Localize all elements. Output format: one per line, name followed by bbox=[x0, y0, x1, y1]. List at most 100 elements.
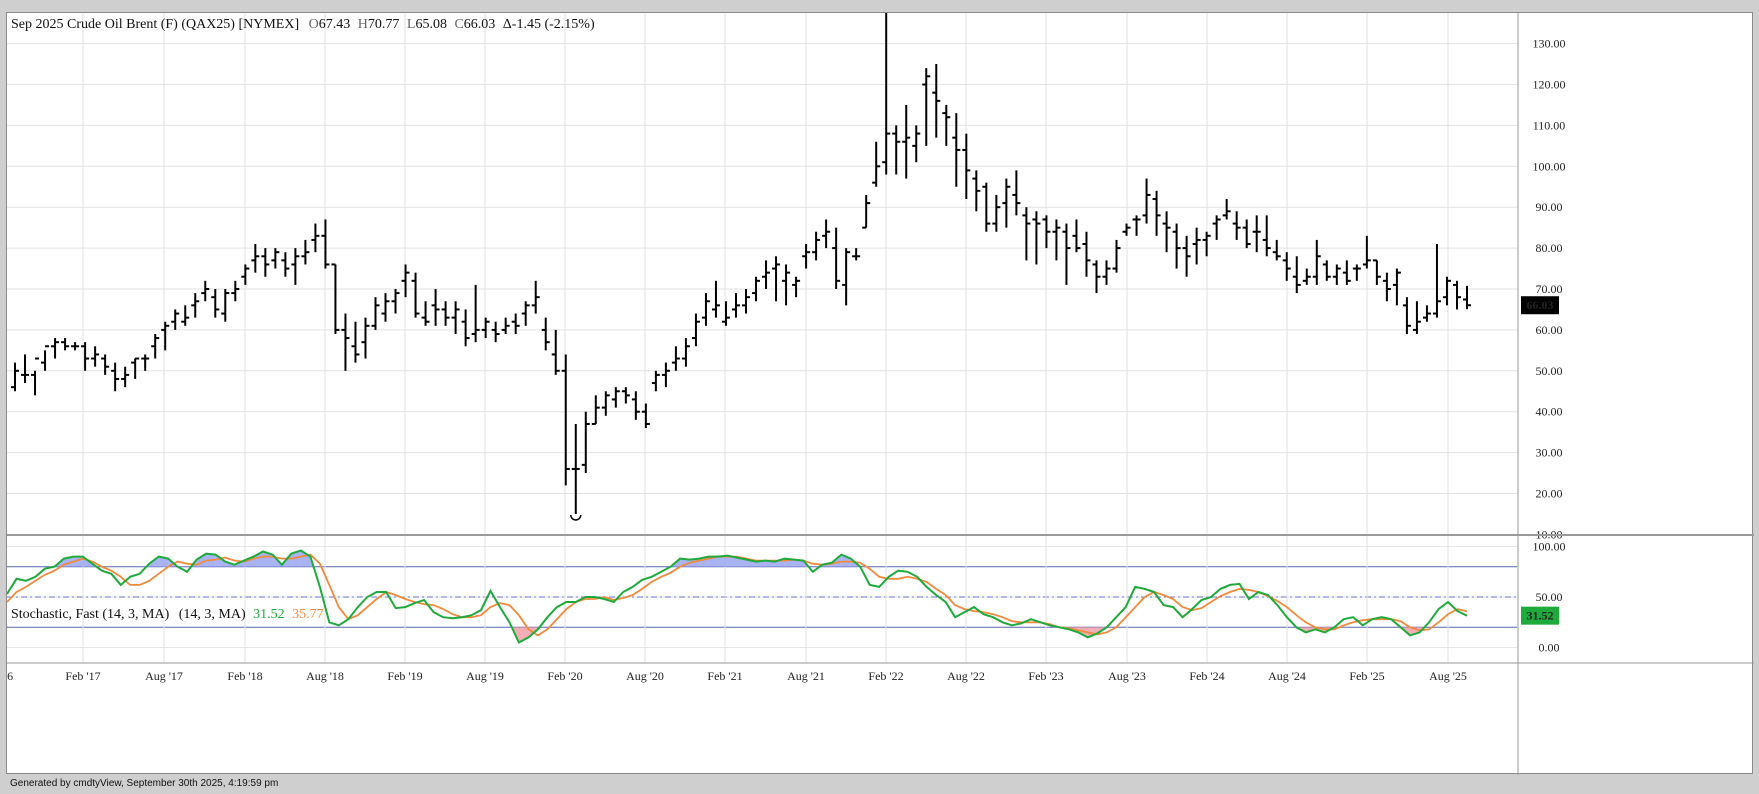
price-tick-label: 40.00 bbox=[1536, 405, 1563, 419]
ohlc-bar bbox=[121, 366, 130, 388]
time-axis: '16 Feb '17 Aug '17 Feb '18 Aug '18 Feb '19 Au… bbox=[7, 669, 1467, 683]
ohlc-bar bbox=[1212, 215, 1221, 240]
ohlc-bar bbox=[1182, 235, 1191, 277]
time-tick-label: Aug '23 bbox=[1108, 669, 1146, 683]
ohlc-bar bbox=[21, 354, 30, 384]
ohlc-bar bbox=[591, 395, 600, 425]
ohlc-bar bbox=[421, 301, 430, 326]
ohlc-bar bbox=[561, 354, 570, 486]
ohlc-bar bbox=[531, 280, 540, 314]
ohlc-bar bbox=[431, 289, 440, 326]
ohlc-bar bbox=[551, 329, 560, 375]
price-axis: 140.00130.00120.00110.00100.0090.0080.00… bbox=[1533, 37, 1566, 542]
ohlc-bar bbox=[1312, 239, 1321, 285]
ohlc-bar bbox=[1272, 239, 1281, 261]
price-header: Sep 2025 Crude Oil Brent (F) (QAX25) [NY… bbox=[11, 17, 595, 32]
ohlc-bar bbox=[1382, 272, 1391, 302]
time-tick-label: Aug '20 bbox=[626, 669, 664, 683]
ohlc-bar bbox=[571, 423, 580, 514]
ohlc-bar bbox=[311, 223, 320, 253]
ohlc-bar bbox=[481, 317, 490, 339]
extreme-markers bbox=[570, 514, 582, 521]
ohlc-bar bbox=[1102, 260, 1111, 285]
ohlc-bar bbox=[271, 248, 280, 269]
price-grid bbox=[7, 43, 1517, 535]
overbought-fill bbox=[793, 559, 804, 567]
stoch-label: Stochastic, Fast (14, 3, MA) bbox=[11, 607, 170, 622]
chart-canvas[interactable]: 140.00130.00120.00110.00100.0090.0080.00… bbox=[7, 13, 1754, 775]
overbought-fill bbox=[680, 558, 690, 567]
ohlc-bar bbox=[351, 321, 360, 363]
ohlc-bar bbox=[401, 264, 410, 298]
ohlc-bar bbox=[1082, 231, 1091, 277]
ohlc-bar bbox=[451, 301, 460, 334]
ohlc-bar bbox=[1062, 223, 1071, 285]
ohlc-bar bbox=[752, 276, 761, 302]
ohlc-bar bbox=[1002, 178, 1011, 228]
ohlc-bar bbox=[621, 387, 630, 404]
ohlc-bar bbox=[231, 280, 240, 302]
time-tick-label: Aug '17 bbox=[145, 669, 183, 683]
overbought-fill bbox=[215, 554, 226, 567]
ohlc-bar bbox=[852, 248, 861, 261]
ohlc-bar bbox=[51, 338, 60, 359]
ohlc-bar bbox=[1432, 244, 1441, 318]
ohlc-bar bbox=[992, 194, 1001, 232]
time-tick-label: Feb '22 bbox=[868, 669, 903, 683]
ohlc-bar bbox=[1402, 297, 1411, 334]
ohlc-bar bbox=[1232, 211, 1241, 240]
overbought-fill bbox=[300, 550, 311, 567]
stoch-k-line bbox=[7, 549, 1468, 644]
price-tick-label: 50.00 bbox=[1536, 364, 1563, 378]
stoch-tick-label: 50.00 bbox=[1536, 590, 1563, 604]
overbought-fill bbox=[291, 550, 301, 567]
ohlc-bar bbox=[912, 125, 921, 163]
ohlc-bar bbox=[361, 317, 370, 359]
ohlc-bar bbox=[862, 194, 871, 229]
price-bars bbox=[11, 13, 1471, 514]
ohlc-bar bbox=[892, 125, 901, 175]
ohlc-bar bbox=[1242, 219, 1251, 249]
ohlc-bar bbox=[1222, 199, 1231, 220]
price-tick-label: 120.00 bbox=[1533, 78, 1566, 92]
time-tick-label: Aug '22 bbox=[947, 669, 985, 683]
ohlc-bar bbox=[191, 293, 200, 318]
ohlc-bar bbox=[411, 272, 420, 318]
ohlc-bar bbox=[1463, 285, 1471, 310]
ohlc-bar bbox=[321, 219, 330, 269]
ohlc-bar bbox=[972, 170, 981, 212]
oversold-fill bbox=[1078, 627, 1088, 638]
ohlc-bar bbox=[391, 289, 400, 314]
ohlc-bar bbox=[541, 317, 550, 351]
ohlc-bar bbox=[511, 313, 520, 334]
last-price-value: 66.03 bbox=[1527, 298, 1554, 312]
ohlc-bar bbox=[1142, 178, 1151, 224]
ohlc-bar bbox=[461, 309, 470, 347]
overbought-fill bbox=[708, 556, 719, 567]
time-tick-label: Feb '25 bbox=[1349, 669, 1384, 683]
chart-frame: 140.00130.00120.00110.00100.0090.0080.00… bbox=[6, 12, 1754, 775]
time-tick-label: Feb '23 bbox=[1028, 669, 1063, 683]
ohlc-bar bbox=[241, 264, 250, 285]
ohlc-bar bbox=[792, 276, 801, 298]
time-tick-label: Feb '18 bbox=[227, 669, 262, 683]
ohlc-bar bbox=[91, 346, 100, 367]
ohlc-bar bbox=[942, 104, 951, 146]
ohlc-bar bbox=[1172, 223, 1181, 269]
ohlc-bar bbox=[81, 342, 90, 371]
ohlc-bar bbox=[832, 227, 841, 289]
ohlc-bar bbox=[111, 362, 120, 392]
time-tick-label: Aug '25 bbox=[1429, 669, 1467, 683]
ohlc-bar bbox=[1392, 268, 1401, 306]
close-label: C bbox=[454, 17, 463, 32]
ohlc-bar bbox=[71, 342, 80, 351]
ohlc-bar bbox=[31, 357, 40, 396]
ohlc-bar bbox=[1202, 231, 1211, 257]
ohlc-bar bbox=[982, 182, 991, 232]
ohlc-bar bbox=[772, 256, 781, 302]
ohlc-bar bbox=[371, 297, 380, 330]
ohlc-bar bbox=[631, 391, 640, 420]
ohlc-bar bbox=[141, 354, 150, 371]
ohlc-bar bbox=[171, 309, 180, 330]
low-label: L bbox=[407, 17, 416, 32]
